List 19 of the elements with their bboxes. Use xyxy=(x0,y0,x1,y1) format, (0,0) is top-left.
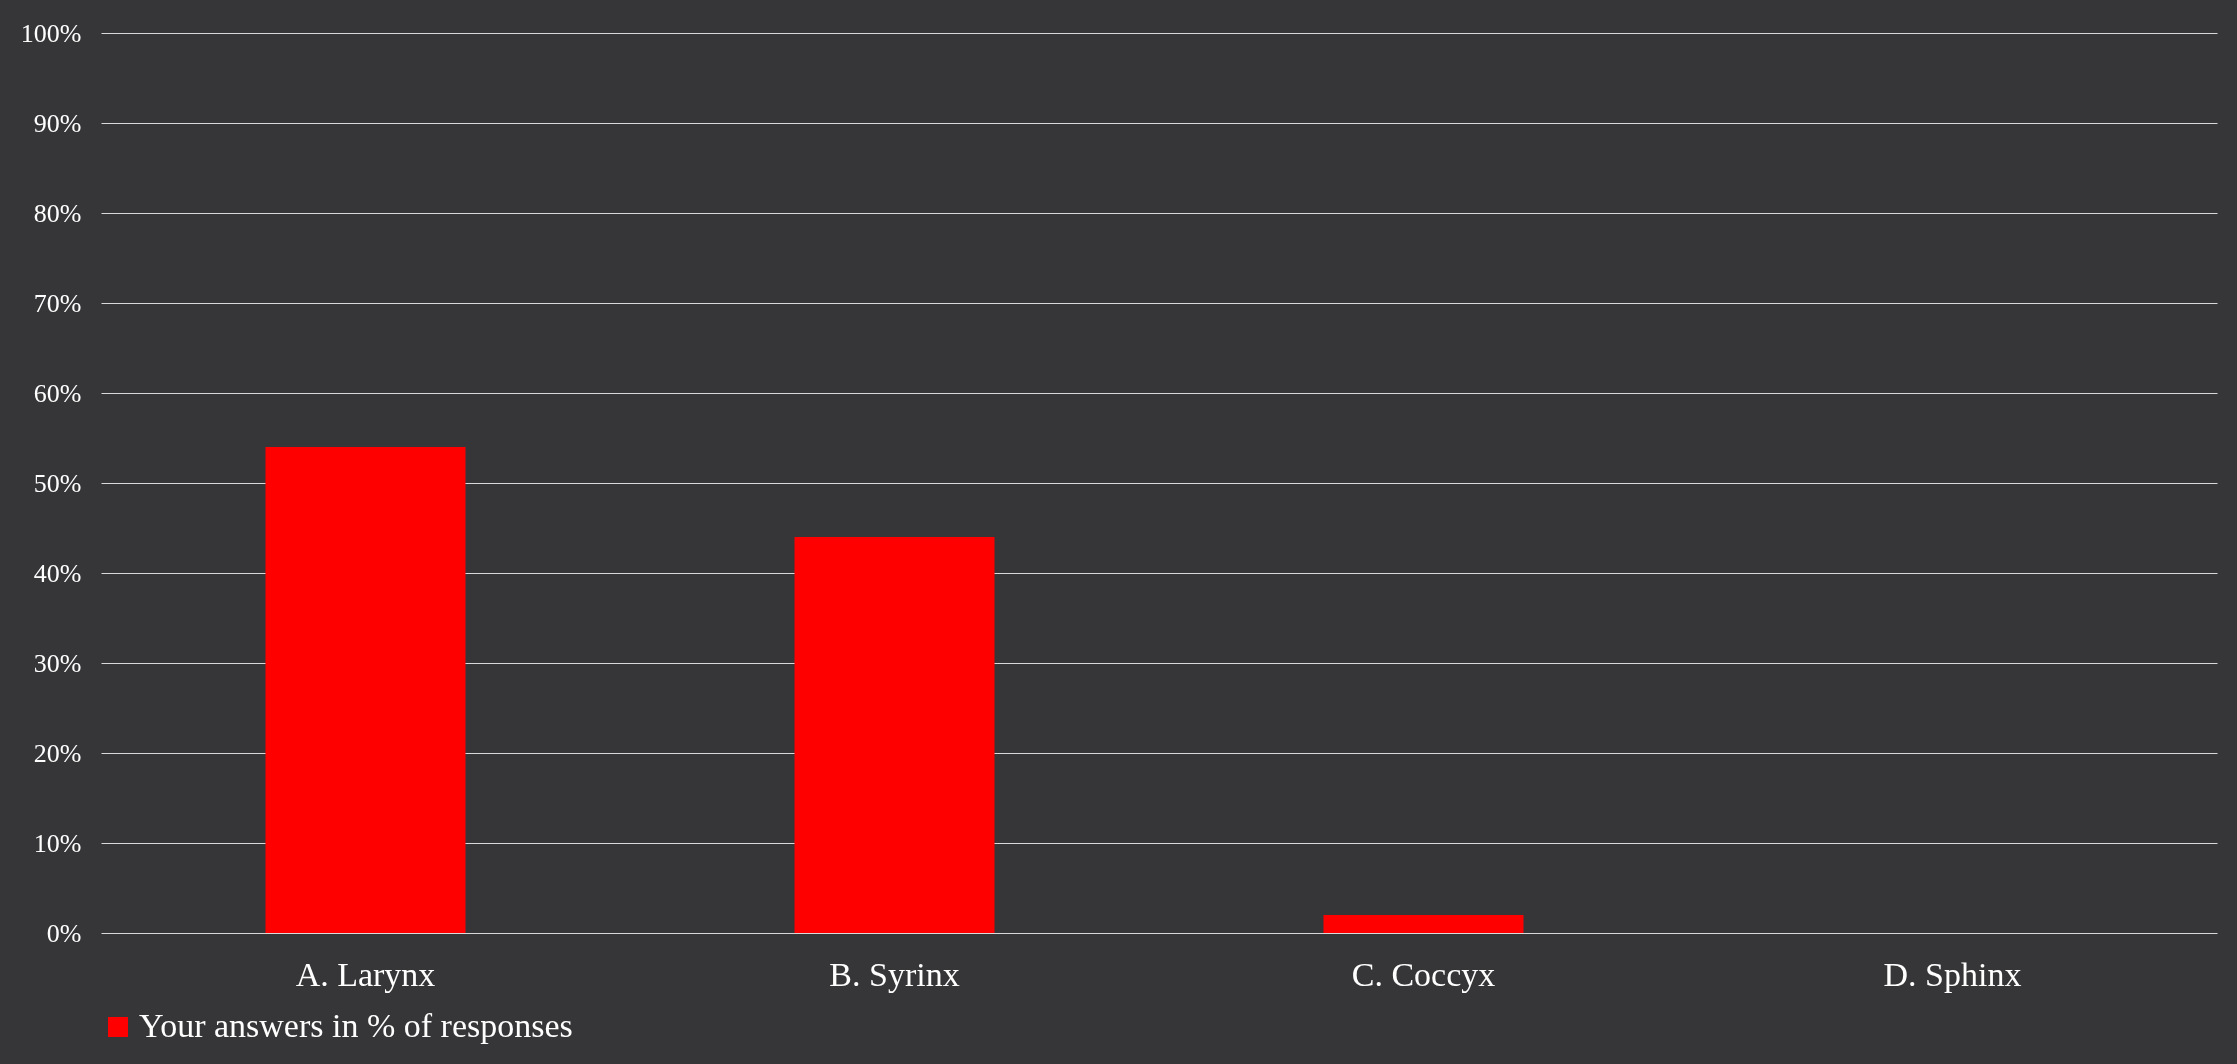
bar xyxy=(794,537,995,933)
y-tick-label: 0% xyxy=(46,918,82,948)
y-tick-label: 20% xyxy=(33,738,82,768)
y-tick-label: 90% xyxy=(33,108,82,138)
y-tick-label: 80% xyxy=(33,198,82,228)
y-tick-label: 60% xyxy=(33,378,82,408)
y-tick-label: 100% xyxy=(20,18,82,48)
x-tick-label: D. Sphinx xyxy=(1883,955,2022,993)
x-tick-label: A. Larynx xyxy=(295,955,436,993)
y-tick-label: 70% xyxy=(33,288,82,318)
legend-label: Your answers in % of responses xyxy=(139,1007,573,1044)
bar xyxy=(1323,915,1524,933)
y-tick-label: 30% xyxy=(33,648,82,678)
bar xyxy=(265,447,466,933)
x-tick-label: B. Syrinx xyxy=(829,955,960,993)
x-tick-label: C. Coccyx xyxy=(1351,955,1496,993)
y-tick-label: 50% xyxy=(33,468,82,498)
y-tick-label: 40% xyxy=(33,558,82,588)
y-tick-label: 10% xyxy=(33,828,82,858)
